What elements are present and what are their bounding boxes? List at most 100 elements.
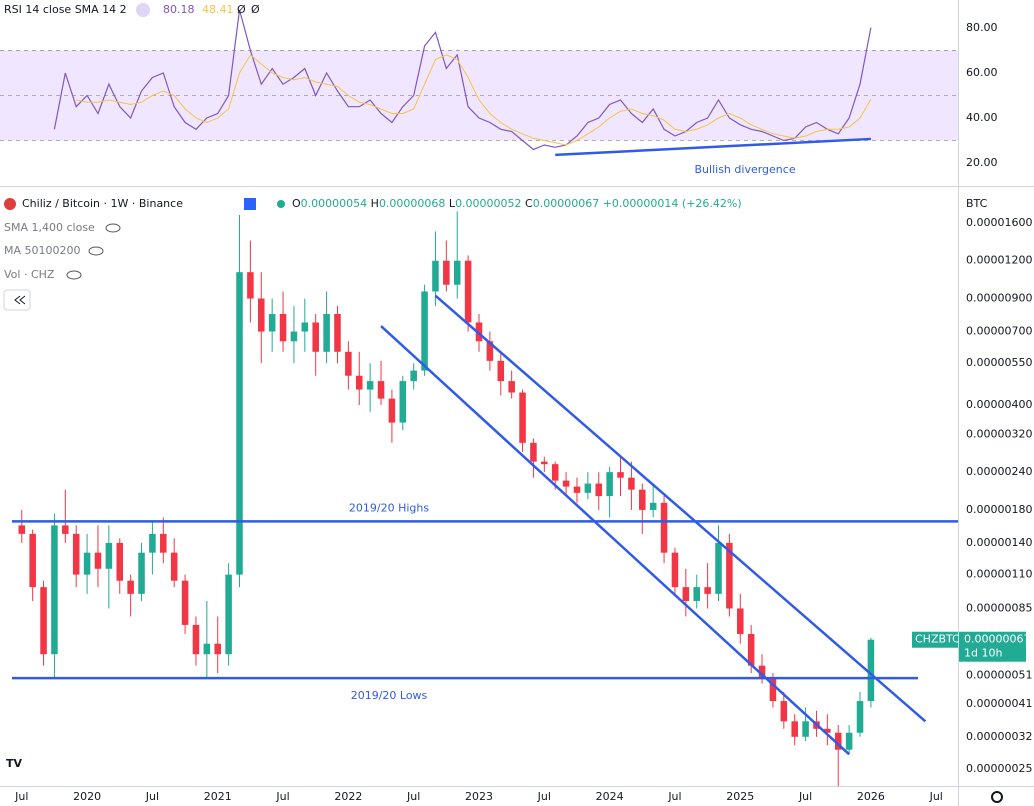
candle-body bbox=[704, 587, 711, 594]
channel-line bbox=[434, 294, 927, 723]
legend-key: C bbox=[525, 197, 533, 210]
level-label: 2019/20 Highs bbox=[349, 501, 429, 514]
legend-value: 0.00000068 bbox=[379, 197, 445, 210]
y-tick-label: 0.00000140 bbox=[966, 536, 1032, 549]
x-tick-label: Jul bbox=[929, 790, 943, 803]
candle-body bbox=[453, 260, 461, 285]
candle-body bbox=[138, 552, 145, 594]
candle-body bbox=[802, 721, 809, 737]
candle-body bbox=[606, 472, 613, 497]
candle-body bbox=[737, 608, 744, 634]
channel-line bbox=[380, 325, 850, 756]
rsi-sma-value: 48.41 bbox=[202, 3, 234, 16]
candle-body bbox=[160, 533, 167, 553]
candle-body bbox=[508, 381, 515, 393]
candle-body bbox=[51, 525, 58, 655]
candle-body bbox=[290, 331, 298, 342]
rsi-title: RSI 14 close SMA 14 2 bbox=[4, 3, 127, 16]
last-price-box bbox=[959, 631, 1026, 662]
candle-body bbox=[541, 461, 548, 465]
candle-body bbox=[693, 587, 700, 601]
candle-body bbox=[258, 298, 265, 332]
candle-body bbox=[410, 370, 417, 382]
rsi-line bbox=[53, 9, 872, 151]
candle-body bbox=[824, 728, 831, 733]
candle-body bbox=[116, 542, 124, 581]
y-tick-label: 0.00000320 bbox=[966, 427, 1032, 440]
y-tick-label: 0.00000700 bbox=[966, 325, 1032, 338]
x-tick-label: Jul bbox=[537, 790, 551, 803]
collapse-button[interactable] bbox=[3, 289, 31, 311]
candle-body bbox=[443, 260, 450, 285]
candle-body bbox=[464, 260, 472, 323]
candle-body bbox=[366, 381, 374, 390]
candle-body bbox=[377, 381, 385, 399]
y-tick-label: 20.00 bbox=[966, 156, 998, 169]
x-tick-label: 2025 bbox=[726, 790, 754, 803]
y-tick-label: 0.00000051 bbox=[966, 669, 1032, 682]
y-tick-label: 0.00000110 bbox=[966, 568, 1032, 581]
x-tick-label: Jul bbox=[667, 790, 681, 803]
candle-body bbox=[62, 525, 69, 534]
legend-value: 0.00000067 bbox=[533, 197, 599, 210]
eye-icon[interactable] bbox=[88, 246, 104, 256]
legend-value: 0.00000054 bbox=[301, 197, 367, 210]
candle-body bbox=[421, 291, 428, 371]
candle-body bbox=[247, 272, 254, 299]
x-tick-label: Jul bbox=[798, 790, 812, 803]
rsi-value: 80.18 bbox=[163, 3, 195, 16]
candle-body bbox=[769, 678, 777, 702]
x-tick-label: 2021 bbox=[204, 790, 232, 803]
y-tick-label: 0.00000550 bbox=[966, 356, 1032, 369]
candle-body bbox=[747, 633, 755, 666]
settings-icon[interactable] bbox=[136, 3, 150, 17]
visibility-icons bbox=[66, 223, 121, 280]
x-tick-label: Jul bbox=[145, 790, 159, 803]
x-tick-label: 2020 bbox=[73, 790, 101, 803]
candle-body bbox=[203, 643, 211, 655]
divergence-line bbox=[555, 137, 871, 157]
y-tick-label: 0.00000180 bbox=[966, 503, 1032, 516]
annotation-text: Bullish divergence bbox=[695, 163, 796, 176]
eye-icon[interactable] bbox=[66, 270, 82, 280]
candle-body bbox=[551, 464, 559, 481]
candle-body bbox=[682, 587, 690, 601]
candle-body bbox=[170, 552, 178, 581]
y-tick-label: 0.00000032 bbox=[966, 730, 1032, 743]
currency-button[interactable] bbox=[960, 192, 1004, 214]
rsi-extra: Ø bbox=[237, 3, 246, 16]
x-tick-label: Jul bbox=[406, 790, 420, 803]
candle-body bbox=[432, 260, 439, 292]
rsi-extra: Ø bbox=[251, 3, 260, 16]
candle-body bbox=[83, 552, 91, 575]
candle-body bbox=[29, 533, 36, 588]
indicator-label[interactable]: Vol · CHZ bbox=[4, 268, 55, 281]
y-tick-label: 60.00 bbox=[966, 66, 998, 79]
candle-body bbox=[530, 442, 537, 462]
x-tick-label: Jul bbox=[14, 790, 28, 803]
candle-body bbox=[334, 314, 341, 352]
eye-icon[interactable] bbox=[105, 223, 121, 233]
candle-body bbox=[726, 542, 733, 609]
y-tick-label: 0.00000025 bbox=[966, 762, 1032, 775]
candle-body bbox=[584, 483, 592, 493]
indicator-label[interactable]: SMA 1,400 close bbox=[4, 221, 95, 234]
level-label: 2019/20 Lows bbox=[351, 689, 428, 702]
collapse-icon bbox=[14, 295, 26, 305]
candle-body bbox=[399, 381, 407, 423]
flag-icon[interactable] bbox=[244, 198, 256, 210]
candle-body bbox=[301, 322, 309, 332]
candle-body bbox=[388, 398, 396, 423]
candle-body bbox=[94, 552, 102, 569]
indicator-label[interactable]: MA 50100200 bbox=[4, 244, 81, 257]
candle-body bbox=[780, 701, 788, 722]
settings-gear[interactable] bbox=[991, 791, 1003, 803]
candle-body bbox=[617, 472, 624, 478]
price-plot: 2019/20 Highs 2019/20 Lows bbox=[12, 211, 958, 786]
legend-key: O bbox=[292, 197, 301, 210]
axes: 20.00 40.00 60.00 80.00 0.00000025 0.00000032… bbox=[14, 21, 1032, 803]
symbol-title: Chiliz / Bitcoin · 1W · Binance bbox=[22, 197, 183, 210]
candle-body bbox=[192, 624, 200, 655]
candle-body bbox=[72, 533, 80, 575]
candle-body bbox=[486, 341, 494, 361]
